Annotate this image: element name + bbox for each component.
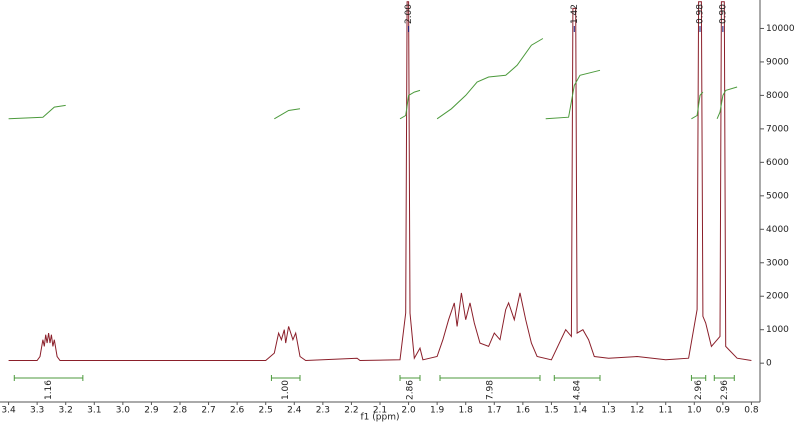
x-tick-label: 1.2 <box>630 406 644 416</box>
x-tick-label: 2.7 <box>201 406 215 416</box>
x-tick-label: 2.8 <box>173 406 188 416</box>
x-tick-label: 1.4 <box>573 406 588 416</box>
y-tick-label: 1000 <box>766 325 789 335</box>
y-tick-label: 3000 <box>766 258 789 268</box>
integral-curve <box>8 104 66 120</box>
y-tick-label: 8000 <box>766 91 789 101</box>
x-tick-label: 2.0 <box>401 406 416 416</box>
spectrum-line <box>8 1 752 362</box>
y-tick-label: 4000 <box>766 225 789 235</box>
integral-curve <box>274 108 301 120</box>
x-tick-label: 2.2 <box>344 406 358 416</box>
x-tick-label: 3.3 <box>30 406 44 416</box>
x-tick-label: 3.0 <box>116 406 131 416</box>
x-tick-label: 2.5 <box>259 406 273 416</box>
x-tick-label: 3.2 <box>59 406 73 416</box>
x-tick-label: 2.9 <box>144 406 159 416</box>
integral-label: 2.96 <box>720 380 730 400</box>
peak-label: 0.90 <box>718 4 728 24</box>
integral-label: 1.00 <box>281 380 291 400</box>
x-axis-label: f1 (ppm) <box>361 413 400 422</box>
y-tick-label: 9000 <box>766 57 789 67</box>
x-tick-label: 2.4 <box>287 406 302 416</box>
y-tick-label: 10000 <box>766 24 795 34</box>
integral-curve <box>691 91 704 120</box>
x-tick-label: 1.9 <box>430 406 445 416</box>
x-tick-label: 1.5 <box>544 406 558 416</box>
peak-label: 2.00 <box>404 4 414 24</box>
y-tick-label: 5000 <box>766 191 789 201</box>
integral-curve <box>436 38 544 120</box>
x-tick-label: 0.8 <box>744 406 759 416</box>
integral-curve <box>716 86 738 119</box>
x-tick-label: 2.6 <box>230 406 245 416</box>
y-tick-label: 6000 <box>766 158 789 168</box>
x-tick-label: 3.1 <box>87 406 101 416</box>
x-tick-label: 1.1 <box>659 406 673 416</box>
y-tick-label: 0 <box>766 359 772 369</box>
integral-label: 7.98 <box>486 380 496 400</box>
x-tick-label: 0.9 <box>716 406 731 416</box>
integral-label: 2.86 <box>406 380 416 400</box>
y-tick-label: 7000 <box>766 124 789 134</box>
x-tick-label: 1.6 <box>516 406 531 416</box>
x-tick-label: 1.0 <box>687 406 702 416</box>
y-tick-label: 2000 <box>766 292 789 302</box>
x-tick-label: 1.8 <box>459 406 474 416</box>
x-tick-label: 2.3 <box>316 406 330 416</box>
integral-curve <box>545 69 601 120</box>
integral-label: 2.96 <box>694 380 704 400</box>
integral-label: 1.16 <box>44 380 54 400</box>
integral-curve <box>399 89 421 120</box>
x-tick-label: 2.1 <box>373 406 387 416</box>
x-tick-label: 1.7 <box>487 406 501 416</box>
peak-label: 1.42 <box>570 4 580 24</box>
integral-label: 4.84 <box>573 380 583 400</box>
x-tick-label: 1.3 <box>601 406 615 416</box>
peak-label: 0.98 <box>696 4 706 24</box>
x-tick-label: 3.4 <box>1 406 16 416</box>
